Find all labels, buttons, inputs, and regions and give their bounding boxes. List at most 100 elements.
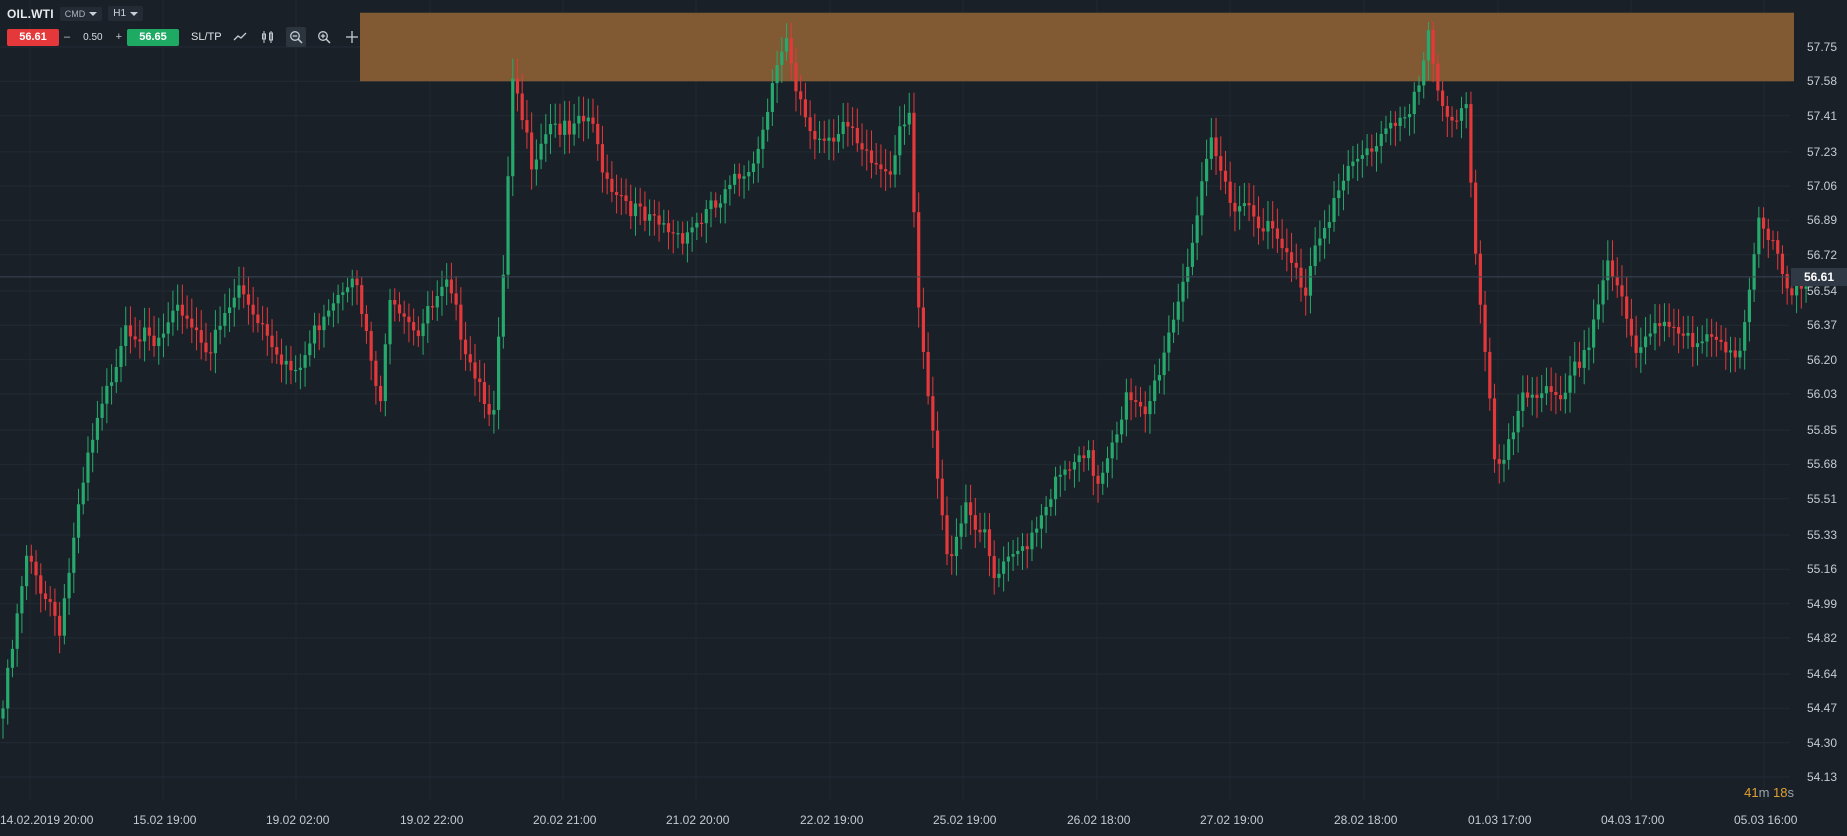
decrease-volume-button[interactable]: – (64, 31, 71, 43)
candle (1573, 361, 1577, 376)
candle (388, 300, 392, 345)
candles-icon[interactable] (258, 27, 278, 47)
candle (902, 124, 907, 127)
candle (393, 300, 397, 305)
candle (1516, 410, 1520, 433)
candle (166, 322, 170, 334)
increase-volume-button[interactable]: + (115, 31, 122, 43)
date-tick-label: 28.02 18:00 (1334, 813, 1398, 827)
candle (690, 227, 694, 233)
candle (917, 212, 921, 308)
candle (591, 117, 595, 124)
candle (751, 163, 756, 173)
candle (657, 215, 661, 225)
candle (1592, 319, 1596, 348)
date-tick-label: 20.02 21:00 (533, 813, 597, 827)
candle (1379, 133, 1383, 147)
price-tick-label: 55.51 (1806, 491, 1837, 506)
candle (1677, 327, 1681, 334)
candle (1728, 350, 1733, 353)
candle (1209, 137, 1213, 159)
candle (1747, 289, 1751, 323)
line-chart-icon[interactable] (230, 27, 250, 47)
candle (308, 343, 312, 356)
candle (888, 171, 892, 175)
candle (497, 336, 501, 411)
candle (161, 333, 166, 338)
candle (1426, 30, 1431, 61)
candle (449, 279, 453, 294)
candle (756, 148, 760, 164)
candle (147, 327, 151, 336)
sell-button[interactable]: 56.61 (7, 28, 59, 46)
candle (15, 613, 19, 649)
candle (223, 313, 227, 326)
zoom-out-icon[interactable] (285, 27, 306, 47)
candle (1341, 180, 1346, 191)
crosshair-icon[interactable] (342, 27, 362, 47)
date-tick-label: 27.02 19:00 (1200, 813, 1264, 827)
candle (1120, 419, 1124, 435)
timeframe-dropdown[interactable]: H1 (108, 6, 144, 21)
candle (921, 307, 925, 352)
candle (695, 222, 699, 228)
volume-stepper[interactable]: – 0.50 + (59, 31, 127, 43)
candle (761, 129, 765, 149)
instrument-type-dropdown[interactable]: CMD (59, 6, 103, 21)
candle (1577, 361, 1582, 368)
zoom-in-icon[interactable] (314, 27, 334, 47)
candle (6, 667, 10, 709)
candle (520, 93, 524, 121)
candle (1072, 461, 1077, 470)
price-tick-label: 54.30 (1806, 735, 1837, 750)
candle (869, 150, 874, 163)
candle (360, 285, 364, 315)
sltp-button[interactable]: SL/TP (191, 31, 222, 43)
candle (1544, 386, 1549, 394)
candle (105, 385, 109, 404)
candle (1587, 347, 1591, 351)
buy-button[interactable]: 56.65 (127, 28, 179, 46)
candle (1115, 434, 1119, 443)
candle (1634, 335, 1638, 353)
candle (1157, 375, 1161, 381)
candle (435, 296, 439, 308)
candle (383, 344, 387, 402)
candle (213, 329, 217, 354)
candle (1610, 260, 1615, 278)
candle (714, 200, 718, 208)
candle (1247, 203, 1251, 206)
volume-value[interactable]: 0.50 (83, 31, 103, 43)
candle (1738, 350, 1742, 358)
candle (581, 115, 586, 122)
candle (950, 554, 954, 557)
candle (1256, 216, 1261, 229)
candle (817, 138, 822, 140)
candle (67, 572, 71, 599)
candle (185, 315, 189, 319)
candle (572, 123, 576, 135)
candle (515, 78, 520, 94)
candle (1389, 122, 1393, 129)
symbol-name[interactable]: OIL.WTI (7, 6, 54, 21)
candle (1289, 252, 1294, 263)
candle (1714, 336, 1718, 340)
candle (1011, 554, 1015, 557)
candle (799, 91, 803, 100)
candle (1006, 556, 1010, 562)
price-tick-label: 56.03 (1806, 386, 1837, 401)
candle (1393, 122, 1397, 126)
candles (1, 21, 1808, 739)
candle (935, 430, 940, 479)
candle (402, 313, 406, 317)
candle (1540, 393, 1544, 399)
candle (128, 325, 133, 337)
candle (813, 131, 817, 140)
candle (851, 126, 855, 128)
candle (501, 274, 505, 337)
candle (114, 367, 118, 383)
candle (969, 502, 973, 516)
candle (289, 360, 293, 371)
candle (1294, 262, 1298, 268)
